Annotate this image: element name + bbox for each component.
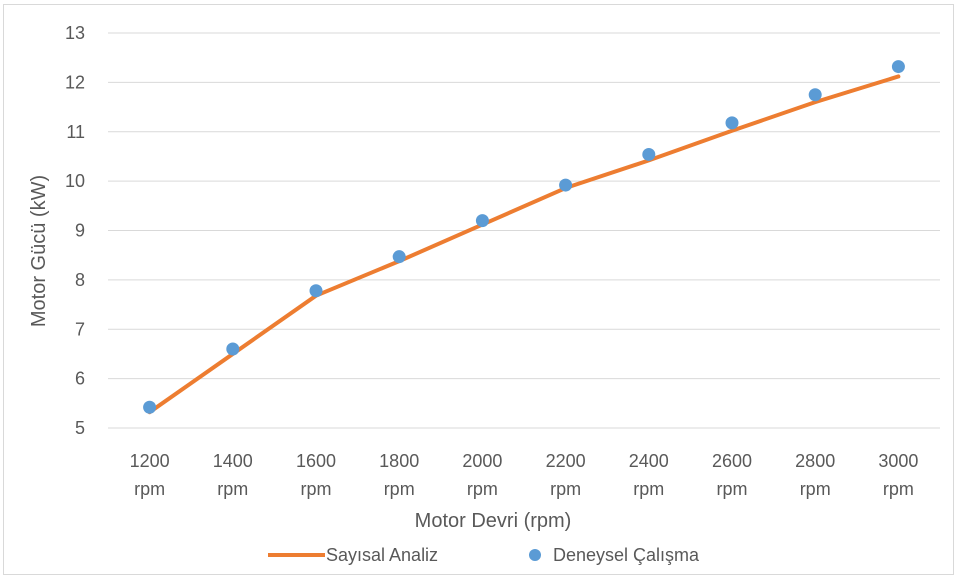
x-tick-label: 2800 rpm [795, 451, 835, 499]
data-point-deneysel [143, 400, 157, 414]
x-tick-label: 1400 rpm [213, 451, 253, 499]
legend: Sayısal Analiz Deneysel Çalışma [268, 545, 700, 565]
data-point-deneysel [891, 60, 905, 74]
y-tick-label: 8 [75, 270, 85, 290]
x-tick-label: 1800 rpm [379, 451, 419, 499]
legend-label-deneysel: Deneysel Çalışma [553, 545, 700, 565]
y-tick-label: 10 [65, 171, 85, 191]
y-tick-label: 13 [65, 23, 85, 43]
data-point-deneysel [475, 214, 489, 228]
y-tick-labels: 5 6 7 8 9 10 11 12 13 [65, 23, 85, 438]
x-tick-label: 2400 rpm [629, 451, 669, 499]
series-line-sayisal-analiz [147, 74, 901, 415]
x-tick-label: 2600 rpm [712, 451, 752, 499]
data-point-deneysel [226, 342, 240, 356]
data-point-deneysel [725, 116, 739, 130]
data-point-deneysel [808, 88, 822, 102]
data-point-deneysel [392, 250, 406, 264]
x-tick-label: 1200 rpm [130, 451, 170, 499]
legend-label-sayisal: Sayısal Analiz [326, 545, 438, 565]
legend-marker-swatch [529, 549, 541, 561]
y-axis-title: Motor Gücü (kW) [28, 175, 50, 327]
chart-frame [3, 4, 954, 575]
y-tick-label: 12 [65, 72, 85, 92]
y-tick-label: 7 [75, 319, 85, 339]
gridlines [108, 32, 940, 429]
x-tick-label: 1600 rpm [296, 451, 336, 499]
x-tick-label: 2200 rpm [546, 451, 586, 499]
y-tick-label: 9 [75, 221, 85, 241]
y-tick-label: 5 [75, 418, 85, 438]
x-tick-labels: 1200 rpm 1400 rpm 1600 rpm 1800 rpm 2000 rpm 2200 r… [130, 451, 919, 499]
marker-series [143, 60, 905, 414]
x-axis-title: Motor Devri (rpm) [415, 510, 572, 532]
y-tick-label: 11 [66, 122, 85, 142]
line-series [147, 74, 901, 415]
y-tick-label: 6 [75, 369, 85, 389]
x-tick-label: 2000 rpm [462, 451, 502, 499]
data-point-deneysel [559, 178, 573, 192]
data-point-deneysel [642, 147, 656, 161]
x-tick-label: 3000 rpm [878, 451, 918, 499]
data-point-deneysel [309, 284, 323, 298]
